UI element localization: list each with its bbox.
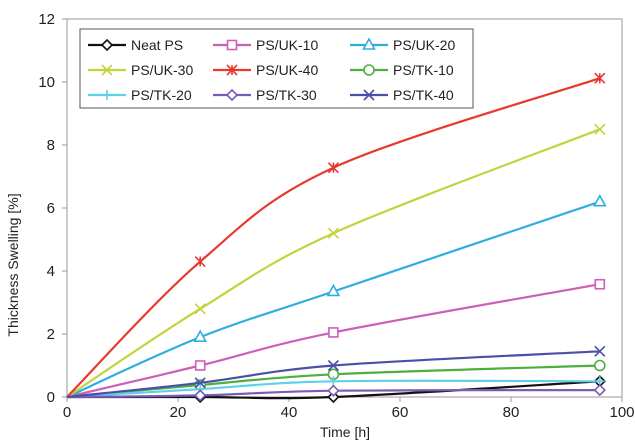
legend-label: PS/UK-40 bbox=[256, 62, 318, 78]
legend-label: Neat PS bbox=[131, 37, 183, 53]
y-tick-label: 8 bbox=[47, 137, 55, 154]
legend-marker bbox=[226, 64, 238, 76]
legend-label: PS/TK-30 bbox=[256, 87, 317, 103]
legend-item: Neat PS bbox=[88, 37, 183, 53]
y-axis-title: Thickness Swelling [%] bbox=[5, 193, 21, 336]
x-tick-label: 100 bbox=[609, 404, 634, 421]
legend: Neat PS PS/UK-10 PS/UK-20 PS/UK-30 PS/UK-40 P… bbox=[79, 28, 474, 109]
x-axis-title: Time [h] bbox=[320, 424, 370, 440]
legend-marker bbox=[102, 90, 112, 100]
series-line bbox=[66, 350, 600, 399]
legend-label: PS/UK-10 bbox=[256, 37, 318, 53]
legend-item: PS/UK-30 bbox=[88, 62, 193, 78]
data-point bbox=[327, 227, 339, 239]
series-line bbox=[66, 388, 600, 399]
data-point bbox=[593, 383, 606, 397]
legend-item: PS/TK-10 bbox=[350, 62, 454, 78]
data-point bbox=[193, 329, 208, 342]
x-tick-label: 0 bbox=[63, 404, 71, 421]
legend-marker bbox=[362, 37, 376, 50]
legend-marker bbox=[101, 64, 113, 76]
legend-marker bbox=[226, 39, 238, 51]
data-point bbox=[593, 359, 606, 372]
y-tick-label: 6 bbox=[47, 200, 55, 217]
legend-label: PS/TK-40 bbox=[393, 87, 454, 103]
legend-marker bbox=[100, 38, 114, 52]
series-line bbox=[66, 283, 600, 399]
x-tick-label: 60 bbox=[392, 404, 409, 421]
series-line bbox=[66, 77, 601, 398]
series-ps-uk-20 bbox=[66, 194, 607, 399]
data-point bbox=[592, 194, 607, 207]
x-tick-label: 20 bbox=[170, 404, 187, 421]
series-line bbox=[66, 379, 600, 399]
data-point bbox=[327, 359, 339, 372]
data-point bbox=[194, 377, 206, 389]
data-point bbox=[327, 384, 340, 397]
data-point bbox=[194, 303, 206, 315]
data-point bbox=[194, 360, 206, 371]
data-point bbox=[327, 162, 339, 174]
plot-area: 0 2 4 6 8 10 12 0 20 40 60 80 100 bbox=[38, 11, 634, 421]
series-ps-tk-40 bbox=[66, 345, 606, 399]
legend-marker bbox=[363, 89, 375, 101]
x-tick-label: 80 bbox=[503, 404, 520, 421]
legend-box bbox=[79, 28, 474, 109]
legend-marker bbox=[225, 88, 239, 102]
legend-item: PS/UK-40 bbox=[213, 62, 318, 78]
x-tick-label: 40 bbox=[281, 404, 298, 421]
data-point bbox=[594, 72, 606, 84]
legend-marker bbox=[363, 64, 375, 76]
legend-label: PS/TK-20 bbox=[131, 87, 192, 103]
series-ps-uk-30 bbox=[66, 123, 606, 398]
series-ps-uk-10 bbox=[66, 278, 606, 399]
series-ps-uk-40 bbox=[66, 72, 606, 398]
data-point bbox=[594, 278, 606, 290]
legend-item: PS/TK-30 bbox=[213, 87, 317, 103]
legend-label: PS/TK-10 bbox=[393, 62, 454, 78]
data-point bbox=[194, 255, 206, 268]
series-ps-tk-30 bbox=[66, 383, 606, 402]
y-axis-title-group: Thickness Swelling [%] bbox=[5, 193, 21, 336]
data-point bbox=[194, 389, 207, 402]
legend-item: PS/UK-20 bbox=[350, 37, 455, 53]
legend-item: PS/TK-20 bbox=[88, 87, 192, 103]
series-line bbox=[66, 200, 601, 399]
data-point bbox=[327, 390, 340, 404]
data-point bbox=[328, 327, 339, 338]
legend-item: PS/UK-10 bbox=[213, 37, 318, 53]
y-tick-label: 0 bbox=[47, 389, 55, 406]
y-tick-label: 4 bbox=[47, 263, 55, 280]
data-point bbox=[326, 283, 341, 297]
data-point bbox=[594, 345, 606, 357]
legend-label: PS/UK-30 bbox=[131, 62, 193, 78]
data-point bbox=[594, 123, 606, 135]
y-tick-label: 12 bbox=[38, 11, 55, 28]
legend-item: PS/TK-40 bbox=[350, 87, 454, 103]
y-tick-label: 10 bbox=[38, 74, 55, 91]
legend-label: PS/UK-20 bbox=[393, 37, 455, 53]
series-line bbox=[66, 128, 601, 398]
y-tick-label: 2 bbox=[47, 326, 55, 343]
